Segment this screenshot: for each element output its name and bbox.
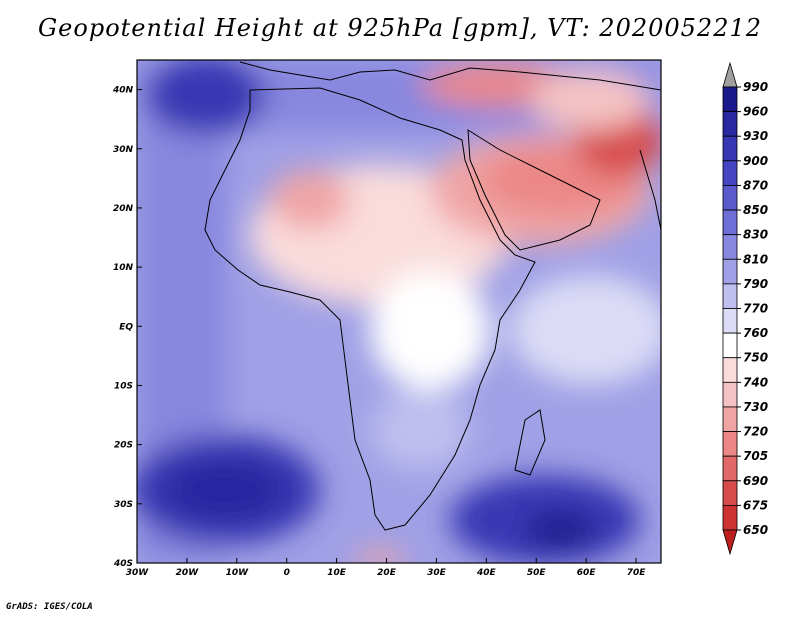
colorbar-label: 730 [743, 400, 768, 414]
colorbar-swatch [722, 455, 738, 482]
colorbar-swatch [722, 209, 738, 236]
colorbar-label: 870 [743, 178, 768, 192]
lat-label: 20N [113, 204, 134, 214]
colorbar-label: 990 [743, 80, 768, 94]
colorbar-label: 705 [743, 449, 768, 463]
colorbar-label: 790 [743, 277, 768, 291]
lat-label: 30N [113, 145, 134, 155]
lon-label: 60E [577, 568, 597, 578]
lat-label: 10N [113, 263, 134, 273]
india-coastline [639, 149, 661, 231]
colorbar-label: 960 [743, 105, 768, 119]
colorbar-label: 720 [743, 425, 768, 439]
lat-label: EQ [119, 322, 133, 332]
arabia-coastline [467, 129, 601, 251]
lon-label: 20E [377, 568, 397, 578]
colorbar-label: 740 [743, 375, 768, 389]
colorbar-swatch [722, 258, 738, 285]
lat-label: 40N [112, 86, 134, 96]
lon-label: 0 [284, 568, 290, 578]
coastlines [204, 61, 661, 531]
geopotential-field [137, 60, 661, 563]
colorbar-label: 750 [743, 351, 768, 365]
europe-coastline [239, 61, 661, 91]
lon-label: 70E [627, 568, 647, 578]
colorbar-swatch [722, 283, 738, 309]
colorbar-swatch [722, 480, 738, 506]
colorbar-swatch [722, 357, 738, 383]
colorbar-swatch [722, 431, 738, 457]
lon-label: 50E [527, 568, 547, 578]
lat-label: 40S [113, 559, 133, 569]
colorbar-label: 850 [743, 203, 768, 217]
lon-label: 30W [126, 568, 150, 578]
colorbar-swatch [722, 332, 738, 359]
africa-coastline [204, 87, 536, 531]
colorbar-label: 675 [743, 498, 768, 512]
lon-label: 10W [226, 568, 250, 578]
colorbar-bottom-arrow [722, 529, 738, 556]
colorbar-label: 770 [743, 302, 768, 316]
colorbar-label: 900 [743, 154, 768, 168]
colorbar-swatch [722, 234, 738, 260]
map-frame [136, 59, 662, 564]
lat-label: 30S [114, 500, 133, 510]
colorbar-swatch [722, 381, 738, 408]
colorbar: 990 960 930 900 870 850 830 810 790 770 760 750 740 7… [722, 61, 768, 556]
colorbar-label: 930 [743, 129, 768, 143]
lon-label: 30E [427, 568, 447, 578]
colorbar-swatch [722, 111, 738, 137]
lon-label: 10E [327, 568, 347, 578]
colorbar-label: 650 [743, 523, 768, 537]
high-north-atlantic [145, 60, 265, 135]
latitude-axis: 40N 30N 20N 10N EQ 10S 20S 30S 40S [112, 86, 142, 569]
lat-label: 10S [114, 381, 133, 391]
colorbar-swatch [722, 135, 738, 162]
colorbar-swatch [722, 308, 738, 334]
madagascar-coastline [514, 409, 546, 476]
longitude-axis: 30W 20W 10W 0 10E 20E 30E 40E 50E 60E 70E [126, 558, 646, 578]
colorbar-swatch [722, 160, 738, 186]
lon-label: 40E [476, 568, 497, 578]
lat-label: 20S [114, 441, 133, 451]
colorbar-swatch [722, 185, 738, 211]
map-title: Geopotential Height at 925hPa [gpm], VT:… [38, 14, 762, 42]
colorbar-label: 690 [743, 474, 768, 488]
colorbar-label: 810 [743, 252, 768, 266]
grads-credit: GrADS: IGES/COLA [6, 602, 93, 612]
low-sahara [270, 170, 350, 230]
colorbar-swatch [722, 504, 738, 531]
colorbar-swatch [722, 406, 738, 432]
colorbar-label: 830 [743, 228, 768, 242]
colorbar-top-arrow [722, 61, 738, 88]
colorbar-swatch [722, 86, 738, 113]
colorbar-label: 760 [743, 326, 768, 340]
lon-label: 20W [176, 568, 200, 578]
